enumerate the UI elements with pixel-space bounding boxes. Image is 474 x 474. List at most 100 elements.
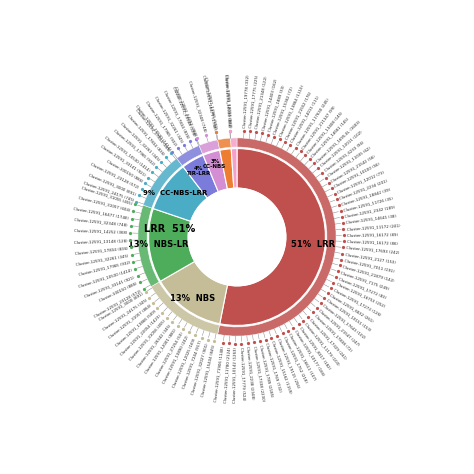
- Text: Cluster-12591_13148 (128): Cluster-12591_13148 (128): [73, 238, 128, 244]
- Text: Cluster-12591_12001 (881): Cluster-12591_12001 (881): [145, 327, 178, 374]
- Text: Cluster-12591_33141 (921): Cluster-12591_33141 (921): [100, 145, 147, 178]
- Text: Cluster-12591_3000 (891): Cluster-12591_3000 (891): [98, 292, 144, 321]
- Text: Cluster-12591_14011 (111): Cluster-12591_14011 (111): [290, 95, 320, 143]
- Text: Cluster-12591_11726 (35): Cluster-12591_11726 (35): [343, 196, 393, 212]
- Text: Cluster-12591_17272 (83): Cluster-12591_17272 (83): [338, 276, 387, 299]
- Text: Cluster-12591_23128 (572): Cluster-12591_23128 (572): [93, 289, 142, 318]
- Wedge shape: [203, 150, 228, 192]
- Text: 13%  NBS-LRR: 13% NBS-LRR: [128, 240, 195, 249]
- Text: 9%  CC-NBS-LRR: 9% CC-NBS-LRR: [143, 190, 207, 196]
- Text: Cluster-12591_17693 (242): Cluster-12591_17693 (242): [346, 246, 400, 255]
- Wedge shape: [148, 209, 195, 281]
- Circle shape: [188, 188, 286, 286]
- Wedge shape: [151, 282, 219, 334]
- Text: 13%  NBS: 13% NBS: [170, 294, 215, 303]
- Text: Cluster-12591_12025 (169): Cluster-12591_12025 (169): [171, 337, 196, 388]
- Text: Cluster-12591_16172 (86): Cluster-12591_16172 (86): [346, 239, 398, 246]
- Wedge shape: [143, 158, 182, 208]
- Text: Cluster-100150 (886): Cluster-100150 (886): [99, 282, 138, 303]
- Text: Cluster-12591_17338 (2230): Cluster-12591_17338 (2230): [252, 345, 265, 401]
- Text: Cluster-12591_14252 (368): Cluster-12591_14252 (368): [74, 229, 128, 235]
- Text: Cluster-12591_13408 (145): Cluster-12591_13408 (145): [306, 110, 343, 154]
- Text: Cluster-12591_26342 (345): Cluster-12591_26342 (345): [136, 323, 172, 368]
- Wedge shape: [220, 148, 326, 326]
- Wedge shape: [160, 261, 228, 324]
- Text: Cluster-12591_17643 (102): Cluster-12591_17643 (102): [322, 304, 366, 340]
- Text: Cluster-12591_14403 (162): Cluster-12591_14403 (162): [261, 78, 277, 131]
- Text: Cluster-12591_13866 (509): Cluster-12591_13866 (509): [114, 309, 156, 347]
- Wedge shape: [138, 205, 159, 287]
- Text: Cluster-12591_32261 (345): Cluster-12591_32261 (345): [119, 121, 160, 161]
- Text: Cluster-12591_16477 (1748): Cluster-12591_16477 (1748): [73, 206, 129, 220]
- Text: Cluster-12591_71906 (1148): Cluster-12591_71906 (1148): [214, 346, 225, 401]
- Wedge shape: [218, 138, 231, 149]
- Text: Cluster-12591_10151 (153): Cluster-12591_10151 (153): [326, 299, 372, 333]
- Text: Cluster-12591_15434 (845): Cluster-12591_15434 (845): [201, 344, 216, 397]
- Text: Cluster-12591_32027 (901): Cluster-12591_32027 (901): [191, 342, 209, 395]
- Text: Cluster-12591_11172 (241): Cluster-12591_11172 (241): [346, 223, 400, 231]
- Text: Cluster-12591_6632 (261): Cluster-12591_6632 (261): [329, 293, 374, 323]
- Text: Cluster-12591_32348 (748): Cluster-12591_32348 (748): [188, 80, 207, 133]
- Text: Cluster-12591_10177 (166): Cluster-12591_10177 (166): [293, 329, 325, 376]
- Text: Cluster-12591_31057 (604): Cluster-12591_31057 (604): [78, 196, 131, 213]
- Text: Cluster-12591_17834 (836): Cluster-12591_17834 (836): [74, 246, 128, 255]
- Text: Cluster-12591_13864 (1110): Cluster-12591_13864 (1110): [279, 84, 305, 137]
- Text: Cluster-12591_16611 (107): Cluster-12591_16611 (107): [288, 332, 317, 381]
- Text: Cluster-12591_19115 (256): Cluster-12591_19115 (256): [276, 338, 300, 389]
- Wedge shape: [199, 140, 219, 154]
- Text: Cluster-12591_31055 (455): Cluster-12591_31055 (455): [81, 185, 133, 205]
- Text: Cluster-12591_10100 (56): Cluster-12591_10100 (56): [334, 162, 381, 189]
- Text: Cluster-12591_23128 (572): Cluster-12591_23128 (572): [90, 162, 140, 190]
- Text: Cluster-12591_12034 (932): Cluster-12591_12034 (932): [225, 74, 232, 128]
- Text: Cluster-12591_21552 (176): Cluster-12591_21552 (176): [285, 91, 312, 140]
- Text: Cluster-12591_1889 (33): Cluster-12591_1889 (33): [267, 85, 285, 133]
- Text: Cluster-12591_21879 (142): Cluster-12591_21879 (142): [342, 264, 395, 283]
- Text: Cluster-12591_13890 (242): Cluster-12591_13890 (242): [162, 334, 190, 384]
- Text: 3%
CC-NBS: 3% CC-NBS: [203, 159, 227, 169]
- Text: Cluster-12591_22054 (1423): Cluster-12591_22054 (1423): [119, 314, 161, 356]
- Wedge shape: [177, 146, 202, 165]
- Text: Cluster-12591_32348 (748): Cluster-12591_32348 (748): [74, 218, 128, 228]
- Text: Cluster-12591_17965 (932): Cluster-12591_17965 (932): [78, 261, 131, 277]
- Text: Cluster-12591_15162 (1159): Cluster-12591_15162 (1159): [271, 340, 292, 394]
- Wedge shape: [153, 167, 207, 221]
- Wedge shape: [220, 149, 234, 189]
- Text: Cluster-12591_11179 (103): Cluster-12591_11179 (103): [304, 322, 340, 366]
- Text: Cluster-12591_17834 (836): Cluster-12591_17834 (836): [127, 114, 165, 156]
- Text: Cluster-12591_31057 (864): Cluster-12591_31057 (864): [108, 303, 152, 339]
- Text: Cluster-12591_17329 (241): Cluster-12591_17329 (241): [309, 318, 347, 360]
- Text: Cluster-12591_1789 (2185): Cluster-12591_1789 (2185): [258, 344, 273, 397]
- Text: Cluster-12591_17834 (836): Cluster-12591_17834 (836): [163, 90, 190, 139]
- Text: Cluster-12591_21547 (247): Cluster-12591_21547 (247): [318, 309, 360, 347]
- Text: Cluster-12591_1695-EL (1603): Cluster-12591_1695-EL (1603): [315, 119, 361, 163]
- Text: Cluster-12591_211347 (99): Cluster-12591_211347 (99): [301, 105, 336, 150]
- Text: Cluster-12591_16477 (1748): Cluster-12591_16477 (1748): [202, 74, 217, 130]
- Text: Cluster-12591_2342 (189): Cluster-12591_2342 (189): [345, 205, 395, 219]
- Text: Cluster-12591_31056 (455): Cluster-12591_31056 (455): [128, 319, 166, 361]
- Text: Cluster-12591_10142 (1263): Cluster-12591_10142 (1263): [232, 346, 237, 403]
- Text: Cluster-12591_17779 (524): Cluster-12591_17779 (524): [240, 346, 246, 400]
- Text: Cluster-12591_8317 (182): Cluster-12591_8317 (182): [299, 326, 331, 370]
- Text: Cluster-12591_1752 (218): Cluster-12591_1752 (218): [282, 335, 308, 383]
- Text: 51%  LRR: 51% LRR: [291, 240, 335, 249]
- Text: Cluster-12591_17965 (932): Cluster-12591_17965 (932): [113, 128, 155, 166]
- Text: Cluster-12591_32261 (345): Cluster-12591_32261 (345): [76, 253, 129, 266]
- Text: 4%
TIR-LRR: 4% TIR-LRR: [187, 165, 211, 176]
- Text: Cluster-12591_14641 (38): Cluster-12591_14641 (38): [346, 214, 397, 225]
- Text: Cluster-12591_19778 (332): Cluster-12591_19778 (332): [242, 74, 250, 128]
- Text: Cluster-100150 (886): Cluster-100150 (886): [105, 159, 143, 183]
- Text: Cluster-12591_27834 (248): Cluster-12591_27834 (248): [135, 107, 171, 152]
- Text: Cluster-12591_11965 (502): Cluster-12591_11965 (502): [204, 77, 218, 130]
- Text: Cluster-12591_16172 (89): Cluster-12591_16172 (89): [346, 232, 398, 237]
- Wedge shape: [218, 138, 336, 336]
- Text: Cluster-12591_3000 (891): Cluster-12591_3000 (891): [88, 172, 137, 196]
- Text: Cluster-12591_21348 (122): Cluster-12591_21348 (122): [255, 76, 268, 129]
- Text: Cluster-12591_11780 (2124): Cluster-12591_11780 (2124): [223, 346, 231, 402]
- Text: Cluster-12591_14661 (145): Cluster-12591_14661 (145): [310, 117, 350, 158]
- Text: Cluster-12591_13148 (128): Cluster-12591_13148 (128): [172, 86, 196, 137]
- Text: Cluster-12591_7175 (249): Cluster-12591_7175 (249): [340, 270, 390, 291]
- Text: Cluster-12591_10530 (1414): Cluster-12591_10530 (1414): [78, 268, 133, 288]
- Text: Cluster-12591_10530 (1414): Cluster-12591_10530 (1414): [135, 104, 172, 151]
- Text: Cluster-12591_32261 (345): Cluster-12591_32261 (345): [154, 95, 184, 143]
- Text: Cluster-12591_2238 (2348): Cluster-12591_2238 (2348): [246, 346, 255, 400]
